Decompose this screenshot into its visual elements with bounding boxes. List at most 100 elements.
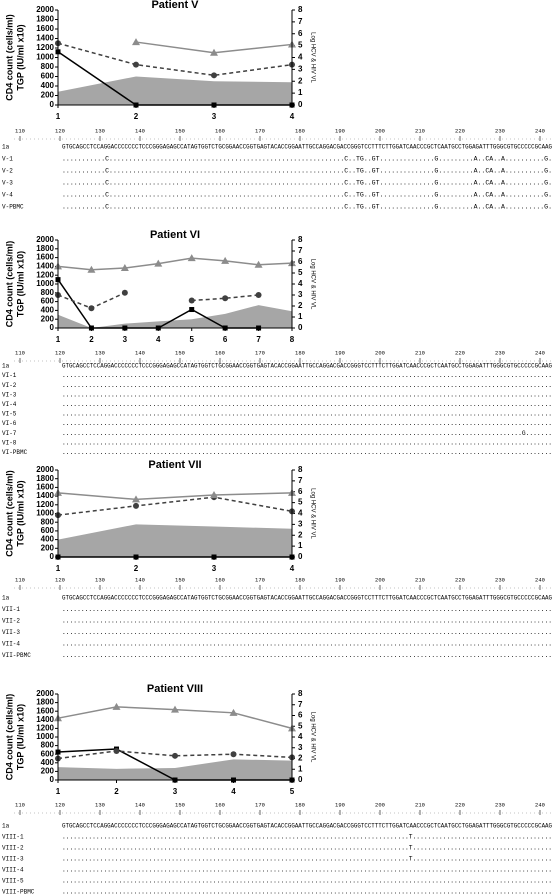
y-tick-label: 1200 [36, 724, 54, 733]
circle-marker [188, 297, 195, 304]
sequence: ........................................… [62, 420, 552, 427]
line [57, 257, 293, 271]
triangle-marker [87, 265, 96, 273]
x-tick-label: 8 [290, 335, 295, 344]
y-tick-label: 200 [41, 767, 55, 776]
ruler-label: 150 [175, 349, 185, 356]
row-label: VI-7 [2, 430, 17, 437]
y-tick-label: 400 [41, 81, 55, 90]
y-tick-label: 200 [41, 91, 55, 100]
y2-tick-label: 5 [298, 268, 303, 277]
x-tick-label: 5 [290, 787, 295, 796]
y2-tick-label: 6 [298, 257, 303, 266]
circle-marker [133, 61, 139, 68]
line [57, 492, 293, 501]
x-tick-label: 4 [290, 564, 295, 573]
y2-tick-label: 3 [298, 64, 303, 73]
x-tick-label: 4 [290, 112, 295, 121]
sequence: ........................................… [62, 401, 552, 408]
ruler-label: 220 [455, 801, 465, 808]
row-label: VII-1 [2, 606, 20, 613]
y2-tick-label: 8 [298, 235, 303, 244]
ruler-label: 140 [135, 127, 145, 134]
ruler-label: 130 [95, 127, 105, 134]
sequence: GTGCAGCCTCCAGGACCCCCCCTCCCGGGAGAGCCATAGT… [62, 823, 552, 830]
x-tick-label: 1 [56, 112, 61, 121]
circle-marker [88, 305, 95, 312]
row-label: VIII-PBMC [2, 889, 35, 896]
circle-marker [172, 752, 178, 759]
chart-title: Patient VII [148, 459, 201, 471]
y-tick-label: 400 [41, 758, 55, 767]
y-tick-label: 1800 [36, 474, 54, 483]
triangle-marker [210, 48, 218, 56]
ruler-label: 210 [415, 576, 425, 583]
y2-tick-label: 4 [298, 279, 303, 288]
row-label: VIII-3 [2, 856, 24, 863]
y-tick-label: 1600 [36, 706, 54, 715]
y-tick-label: 1200 [36, 43, 54, 52]
y2-tick-label: 4 [298, 509, 303, 518]
ruler-label: 150 [175, 576, 185, 583]
sequence: GTGCAGCCTCCAGGACCCCCCCTCCCGGGAGAGCCATAGT… [62, 363, 552, 370]
ruler-label: 210 [415, 801, 425, 808]
y-tick-label: 2000 [36, 235, 54, 244]
ruler-label: 190 [335, 349, 345, 356]
y-axis-label: CD4 count (cells/ml) [4, 241, 14, 328]
row-label: VIII-1 [2, 834, 24, 841]
row-label: V-4 [2, 192, 13, 199]
x-tick-label: 2 [134, 564, 139, 573]
triangle-marker [187, 254, 196, 262]
area [58, 759, 292, 780]
row-label: V-PBMC [2, 204, 24, 211]
ruler-label: 110 [15, 127, 25, 134]
y2-tick-label: 2 [298, 754, 303, 763]
sequence: ...........C............................… [62, 156, 552, 163]
ruler-label: 140 [135, 801, 145, 808]
x-tick-label: 3 [173, 787, 178, 796]
y-axis-label: TGP (IU/ml x10) [15, 704, 25, 770]
ruler-label: 190 [335, 576, 345, 583]
row-label: VII-4 [2, 641, 20, 648]
y2-tick-label: 7 [298, 700, 303, 709]
sequence: ...........C............................… [62, 204, 552, 211]
triangle-marker [254, 260, 263, 268]
ruler-label: 150 [175, 127, 185, 134]
y2-tick-label: 8 [298, 689, 303, 698]
sequence: ........................................… [62, 449, 552, 456]
sequence: ........................................… [62, 439, 552, 446]
y2-axis-label: Log HCV & HIV VL [309, 712, 315, 763]
x-tick-label: 2 [89, 335, 94, 344]
y2-tick-label: 0 [298, 775, 303, 784]
ruler-label: 160 [215, 576, 225, 583]
y2-tick-label: 2 [298, 301, 303, 310]
ruler-label: 170 [255, 127, 265, 134]
ruler-label: 240 [535, 349, 545, 356]
y-tick-label: 0 [50, 323, 55, 332]
ruler-label: 110 [15, 801, 25, 808]
ruler-label: 110 [15, 576, 25, 583]
y2-tick-label: 8 [298, 465, 303, 474]
ruler-label: 170 [255, 576, 265, 583]
area [58, 524, 292, 557]
line [57, 496, 293, 516]
ruler-label: 120 [55, 576, 65, 583]
y2-tick-label: 0 [298, 100, 303, 109]
circle-marker [222, 295, 229, 302]
row-label: VI-2 [2, 382, 17, 389]
area [58, 76, 292, 105]
y-tick-label: 800 [41, 741, 55, 750]
x-tick-label: 1 [56, 787, 61, 796]
ruler-label: 210 [415, 349, 425, 356]
y-tick-label: 0 [50, 775, 55, 784]
y-tick-label: 800 [41, 288, 55, 297]
row-label: VIII-4 [2, 867, 24, 874]
ruler-label: 180 [295, 801, 305, 808]
ruler-label: 120 [55, 349, 65, 356]
x-tick-label: 3 [212, 564, 217, 573]
y2-tick-label: 6 [298, 487, 303, 496]
y-tick-label: 200 [41, 314, 55, 323]
ruler-label: 120 [55, 801, 65, 808]
row-label: V-3 [2, 180, 13, 187]
y2-tick-label: 8 [298, 5, 303, 14]
